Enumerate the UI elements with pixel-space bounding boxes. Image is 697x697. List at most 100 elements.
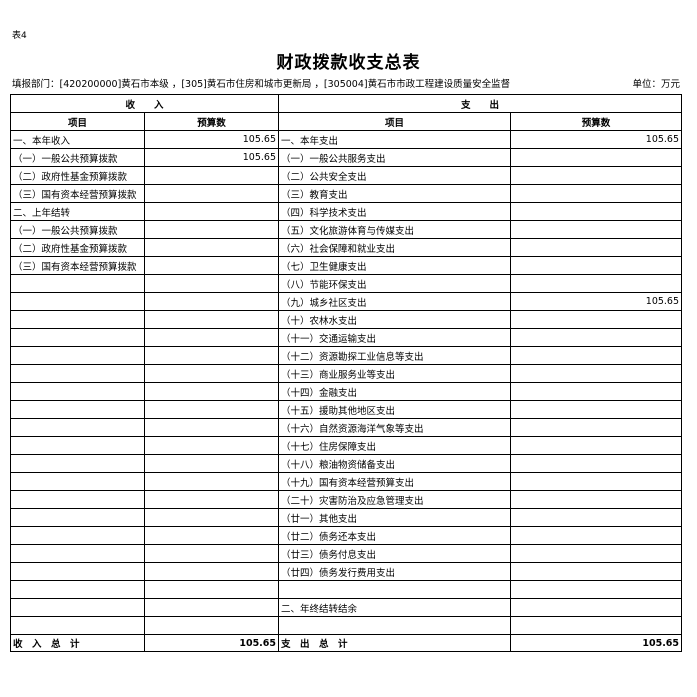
table-row: （廿一）其他支出 [10, 508, 683, 527]
table-row: （十八）粮油物资储备支出 [10, 454, 683, 473]
expense-item: （廿三）债务付息支出 [278, 544, 512, 563]
income-item [10, 310, 145, 329]
income-item [10, 580, 145, 599]
income-header: 收 入 [9, 94, 280, 113]
table-row: （九）城乡社区支出 105.65 [10, 292, 683, 311]
table-row: （十五）援助其他地区支出 [10, 400, 683, 419]
reporting-department: 填报部门：[420200000]黄石市本级 ，[305]黄石市住房和城市更新局 … [12, 79, 511, 90]
income-value: 105.65 [143, 148, 280, 167]
expense-item: （十七）住房保障支出 [278, 436, 512, 455]
section-header-row: 收 入 支 出 [9, 94, 683, 113]
expense-value [510, 238, 683, 257]
table-row: （廿四）债务发行费用支出 [10, 562, 683, 581]
income-value [143, 418, 280, 437]
expense-item: （十三）商业服务业等支出 [278, 364, 512, 383]
expense-item: （十六）自然资源海洋气象等支出 [278, 418, 512, 437]
expense-value [510, 508, 683, 527]
income-item [10, 616, 145, 635]
expense-value: 105.65 [510, 130, 683, 149]
expense-value [510, 202, 683, 221]
income-value [143, 508, 280, 527]
income-value [143, 454, 280, 473]
expense-header: 支 出 [278, 94, 683, 113]
income-value [143, 274, 280, 293]
income-value [143, 256, 280, 275]
table-row: （八）节能环保支出 [10, 274, 683, 293]
income-value [143, 580, 280, 599]
expense-item: （三）教育支出 [278, 184, 512, 203]
expense-value [510, 184, 683, 203]
page-title: 财政拨款收支总表 [276, 53, 421, 73]
table-row [10, 580, 683, 599]
income-item [10, 436, 145, 455]
expense-value [510, 526, 683, 545]
expense-item: 一、本年支出 [278, 130, 512, 149]
expense-item: （廿二）债务还本支出 [278, 526, 512, 545]
income-item [10, 274, 145, 293]
expense-value: 105.65 [510, 292, 683, 311]
expense-value [510, 544, 683, 563]
table-row: （二十）灾害防治及应急管理支出 [10, 490, 683, 509]
expense-item: （十）农林水支出 [278, 310, 512, 329]
expense-total-value: 105.65 [510, 634, 683, 652]
expense-value [510, 346, 683, 365]
table-row: （十九）国有资本经营预算支出 [10, 472, 683, 491]
table-row: （二）政府性基金预算拨款 （六）社会保障和就业支出 [10, 238, 683, 257]
income-value [143, 490, 280, 509]
income-item: （三）国有资本经营预算拨款 [10, 256, 145, 275]
expense-value [510, 436, 683, 455]
income-item: （一）一般公共预算拨款 [10, 220, 145, 239]
table-row: （十一）交通运输支出 [10, 328, 683, 347]
expense-item: （十八）粮油物资储备支出 [278, 454, 512, 473]
income-item [10, 508, 145, 527]
expense-budget-header: 预算数 [510, 112, 683, 131]
expense-value [510, 562, 683, 581]
income-value [143, 346, 280, 365]
expense-item: （六）社会保障和就业支出 [278, 238, 512, 257]
income-value [143, 562, 280, 581]
expense-item: （二）公共安全支出 [278, 166, 512, 185]
income-value [143, 220, 280, 239]
expense-item: （七）卫生健康支出 [278, 256, 512, 275]
income-item: （一）一般公共预算拨款 [10, 148, 145, 167]
income-total-value: 105.65 [143, 634, 280, 652]
income-item-header: 项目 [10, 112, 145, 131]
expense-value [510, 220, 683, 239]
income-value [143, 202, 280, 221]
income-item [10, 382, 145, 401]
income-item [10, 562, 145, 581]
income-item [10, 472, 145, 491]
income-value [143, 166, 280, 185]
expense-item: （一）一般公共服务支出 [278, 148, 512, 167]
income-value [143, 616, 280, 635]
total-row: 收 入 总 计 105.65 支 出 总 计 105.65 [10, 634, 683, 652]
expense-total-label: 支 出 总 计 [278, 634, 512, 652]
income-item [10, 544, 145, 563]
table-row: 二、上年结转 （四）科学技术支出 [10, 202, 683, 221]
income-value [143, 310, 280, 329]
income-value [143, 184, 280, 203]
expense-item: （十一）交通运输支出 [278, 328, 512, 347]
table-row: （三）国有资本经营预算拨款 （三）教育支出 [10, 184, 683, 203]
income-value [143, 292, 280, 311]
expense-item: （廿四）债务发行费用支出 [278, 562, 512, 581]
table-row: （一）一般公共预算拨款 （五）文化旅游体育与传媒支出 [10, 220, 683, 239]
expense-item: （四）科学技术支出 [278, 202, 512, 221]
expense-item: （十四）金融支出 [278, 382, 512, 401]
income-value [143, 328, 280, 347]
expense-value [510, 256, 683, 275]
table-row: （十三）商业服务业等支出 [10, 364, 683, 383]
expense-value [510, 166, 683, 185]
income-item: 二、上年结转 [10, 202, 145, 221]
income-item [10, 598, 145, 617]
expense-item: （十九）国有资本经营预算支出 [278, 472, 512, 491]
expense-item: （八）节能环保支出 [278, 274, 512, 293]
income-total-label: 收 入 总 计 [10, 634, 145, 652]
expense-value [510, 490, 683, 509]
expense-value [510, 310, 683, 329]
table-row: （一）一般公共预算拨款 105.65 （一）一般公共服务支出 [10, 148, 683, 167]
table-row: （十）农林水支出 [10, 310, 683, 329]
expense-value [510, 328, 683, 347]
income-item [10, 418, 145, 437]
income-item [10, 454, 145, 473]
